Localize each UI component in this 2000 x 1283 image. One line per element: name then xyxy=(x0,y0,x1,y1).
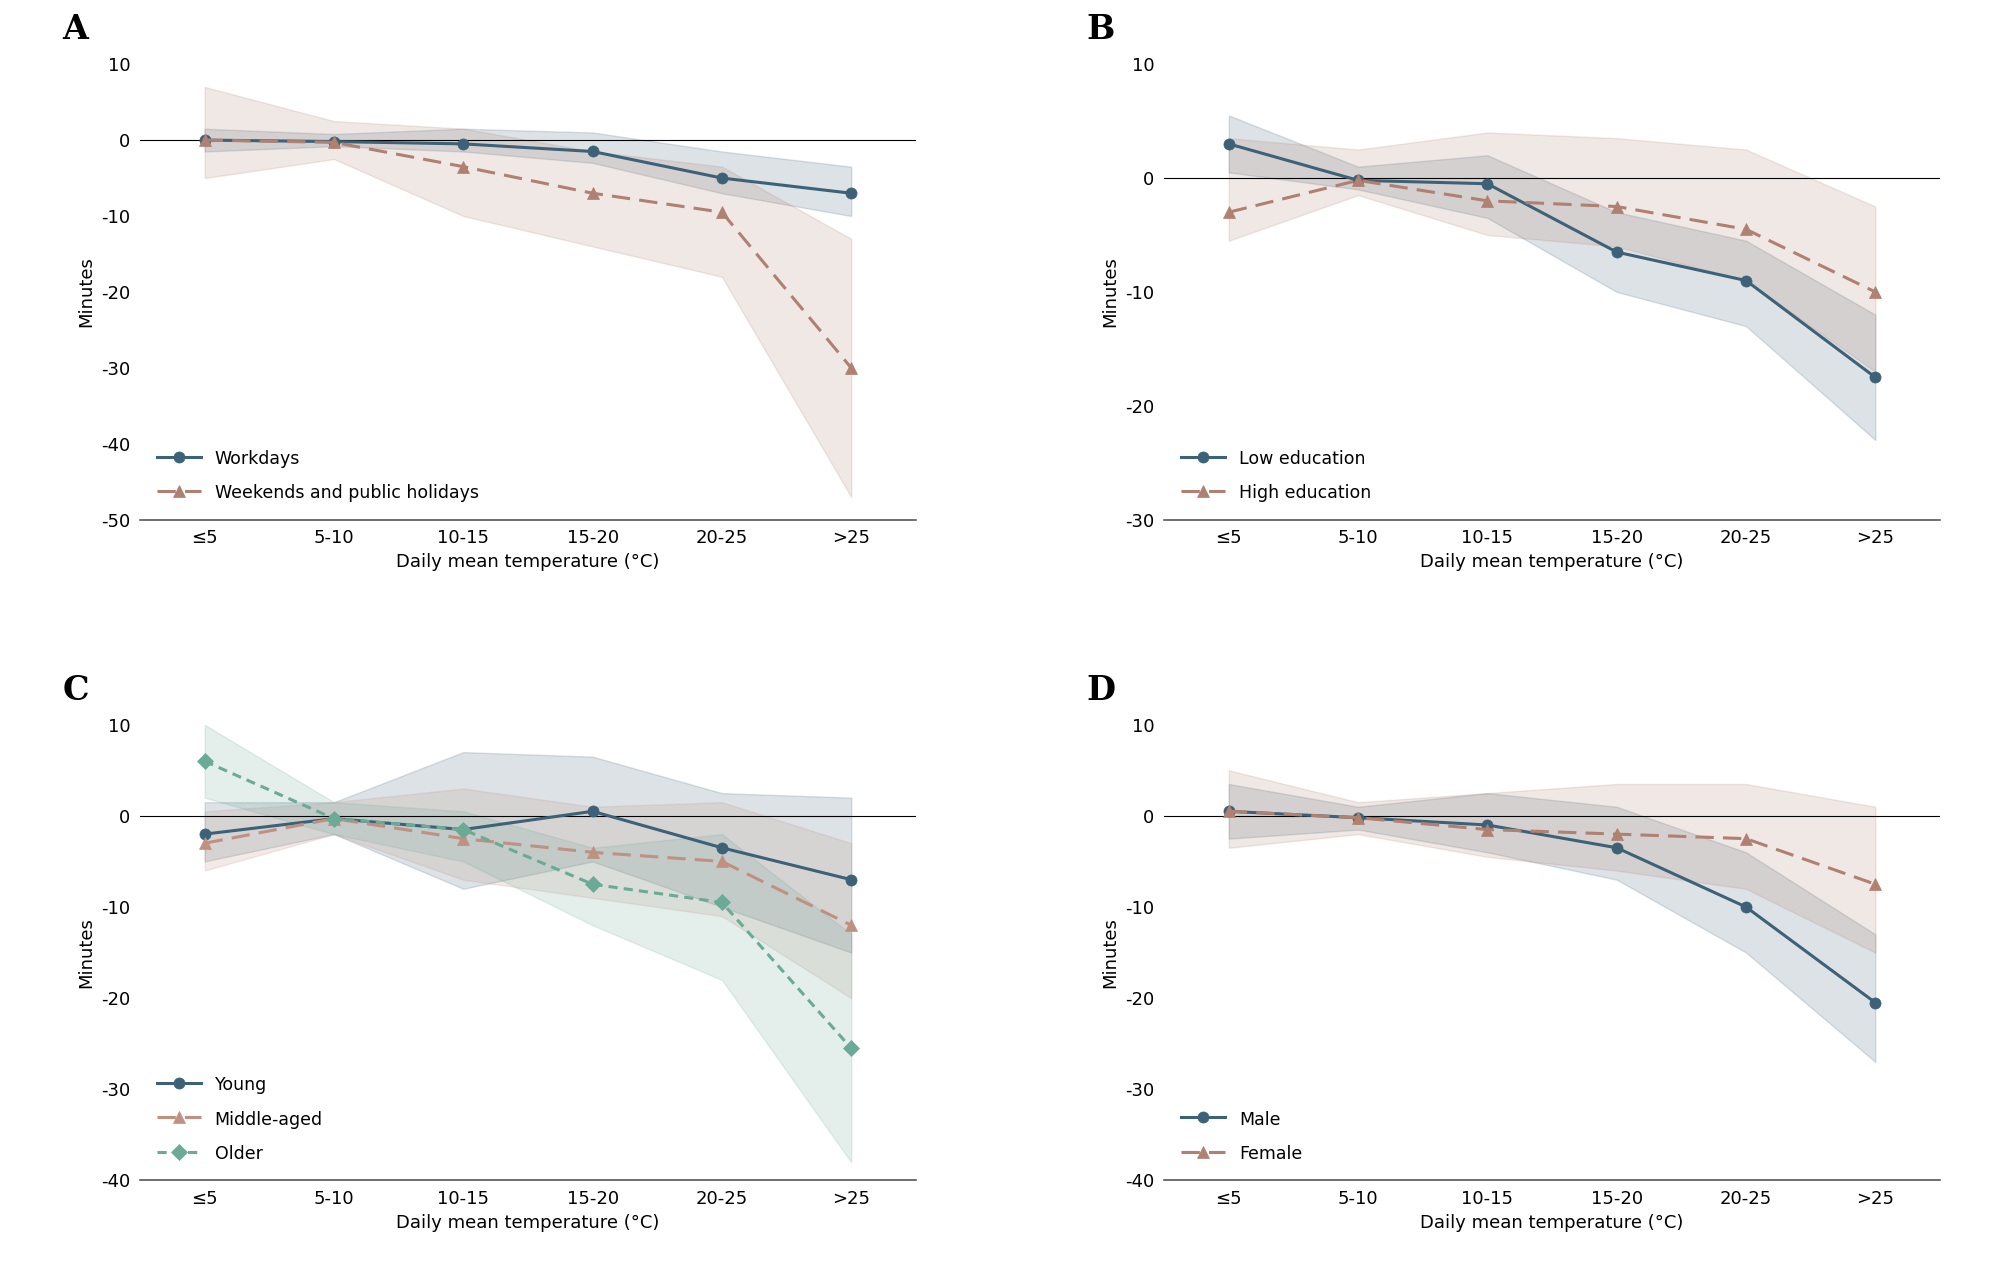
Line: Low education: Low education xyxy=(1224,139,1880,382)
Middle-aged xyxy=(710,853,734,869)
Middle-aged xyxy=(840,917,864,933)
Female xyxy=(1216,803,1240,819)
High education xyxy=(1734,222,1758,237)
Male xyxy=(1864,996,1888,1011)
High education xyxy=(1476,194,1500,209)
Y-axis label: Minutes: Minutes xyxy=(78,257,96,327)
X-axis label: Daily mean temperature (°C): Daily mean temperature (°C) xyxy=(1420,553,1684,571)
Legend: Young, Middle-aged, Older: Young, Middle-aged, Older xyxy=(148,1066,332,1171)
Female xyxy=(1346,810,1370,825)
Legend: Workdays, Weekends and public holidays: Workdays, Weekends and public holidays xyxy=(148,440,488,511)
Female xyxy=(1476,822,1500,838)
Line: Older: Older xyxy=(200,756,856,1053)
Workdays xyxy=(840,186,864,201)
Young xyxy=(192,826,216,842)
Text: A: A xyxy=(62,13,88,46)
Older xyxy=(322,811,346,826)
Text: D: D xyxy=(1086,674,1116,707)
X-axis label: Daily mean temperature (°C): Daily mean temperature (°C) xyxy=(1420,1214,1684,1232)
Low education xyxy=(1604,244,1628,259)
Young xyxy=(322,811,346,826)
Line: Young: Young xyxy=(200,806,856,885)
Line: Middle-aged: Middle-aged xyxy=(200,813,856,930)
Workdays xyxy=(580,144,604,159)
Low education xyxy=(1346,173,1370,189)
High education xyxy=(1864,285,1888,300)
Male xyxy=(1476,817,1500,833)
Female xyxy=(1734,831,1758,847)
Weekends and public holidays xyxy=(322,135,346,150)
Y-axis label: Minutes: Minutes xyxy=(78,917,96,988)
Older xyxy=(840,1041,864,1056)
Male xyxy=(1604,840,1628,856)
Line: Workdays: Workdays xyxy=(200,135,856,199)
Female xyxy=(1864,876,1888,892)
Workdays xyxy=(322,133,346,149)
Legend: Male, Female: Male, Female xyxy=(1172,1101,1310,1171)
Workdays xyxy=(452,136,476,151)
Middle-aged xyxy=(322,811,346,826)
Weekends and public holidays xyxy=(192,132,216,148)
High education xyxy=(1346,173,1370,189)
High education xyxy=(1604,199,1628,214)
Low education xyxy=(1734,273,1758,289)
Middle-aged xyxy=(452,831,476,847)
Line: Female: Female xyxy=(1224,806,1880,890)
Middle-aged xyxy=(192,835,216,851)
Older xyxy=(192,753,216,769)
Low education xyxy=(1216,136,1240,151)
Male xyxy=(1734,899,1758,915)
Older xyxy=(580,876,604,892)
Weekends and public holidays xyxy=(580,186,604,201)
Text: B: B xyxy=(1086,13,1114,46)
Line: Male: Male xyxy=(1224,806,1880,1008)
Older xyxy=(710,894,734,910)
X-axis label: Daily mean temperature (°C): Daily mean temperature (°C) xyxy=(396,553,660,571)
Y-axis label: Minutes: Minutes xyxy=(1102,917,1120,988)
Legend: Low education, High education: Low education, High education xyxy=(1172,440,1380,511)
Weekends and public holidays xyxy=(840,361,864,376)
Workdays xyxy=(710,171,734,186)
Weekends and public holidays xyxy=(710,204,734,219)
Male xyxy=(1346,810,1370,825)
Young xyxy=(710,840,734,856)
Weekends and public holidays xyxy=(452,159,476,174)
Line: High education: High education xyxy=(1224,174,1880,298)
Male xyxy=(1216,803,1240,819)
Line: Weekends and public holidays: Weekends and public holidays xyxy=(200,135,856,373)
Text: C: C xyxy=(62,674,88,707)
Young xyxy=(452,822,476,838)
Middle-aged xyxy=(580,844,604,860)
High education xyxy=(1216,204,1240,219)
X-axis label: Daily mean temperature (°C): Daily mean temperature (°C) xyxy=(396,1214,660,1232)
Low education xyxy=(1864,370,1888,385)
Older xyxy=(452,822,476,838)
Low education xyxy=(1476,176,1500,191)
Female xyxy=(1604,826,1628,842)
Young xyxy=(840,872,864,888)
Young xyxy=(580,803,604,819)
Workdays xyxy=(192,132,216,148)
Y-axis label: Minutes: Minutes xyxy=(1102,257,1120,327)
